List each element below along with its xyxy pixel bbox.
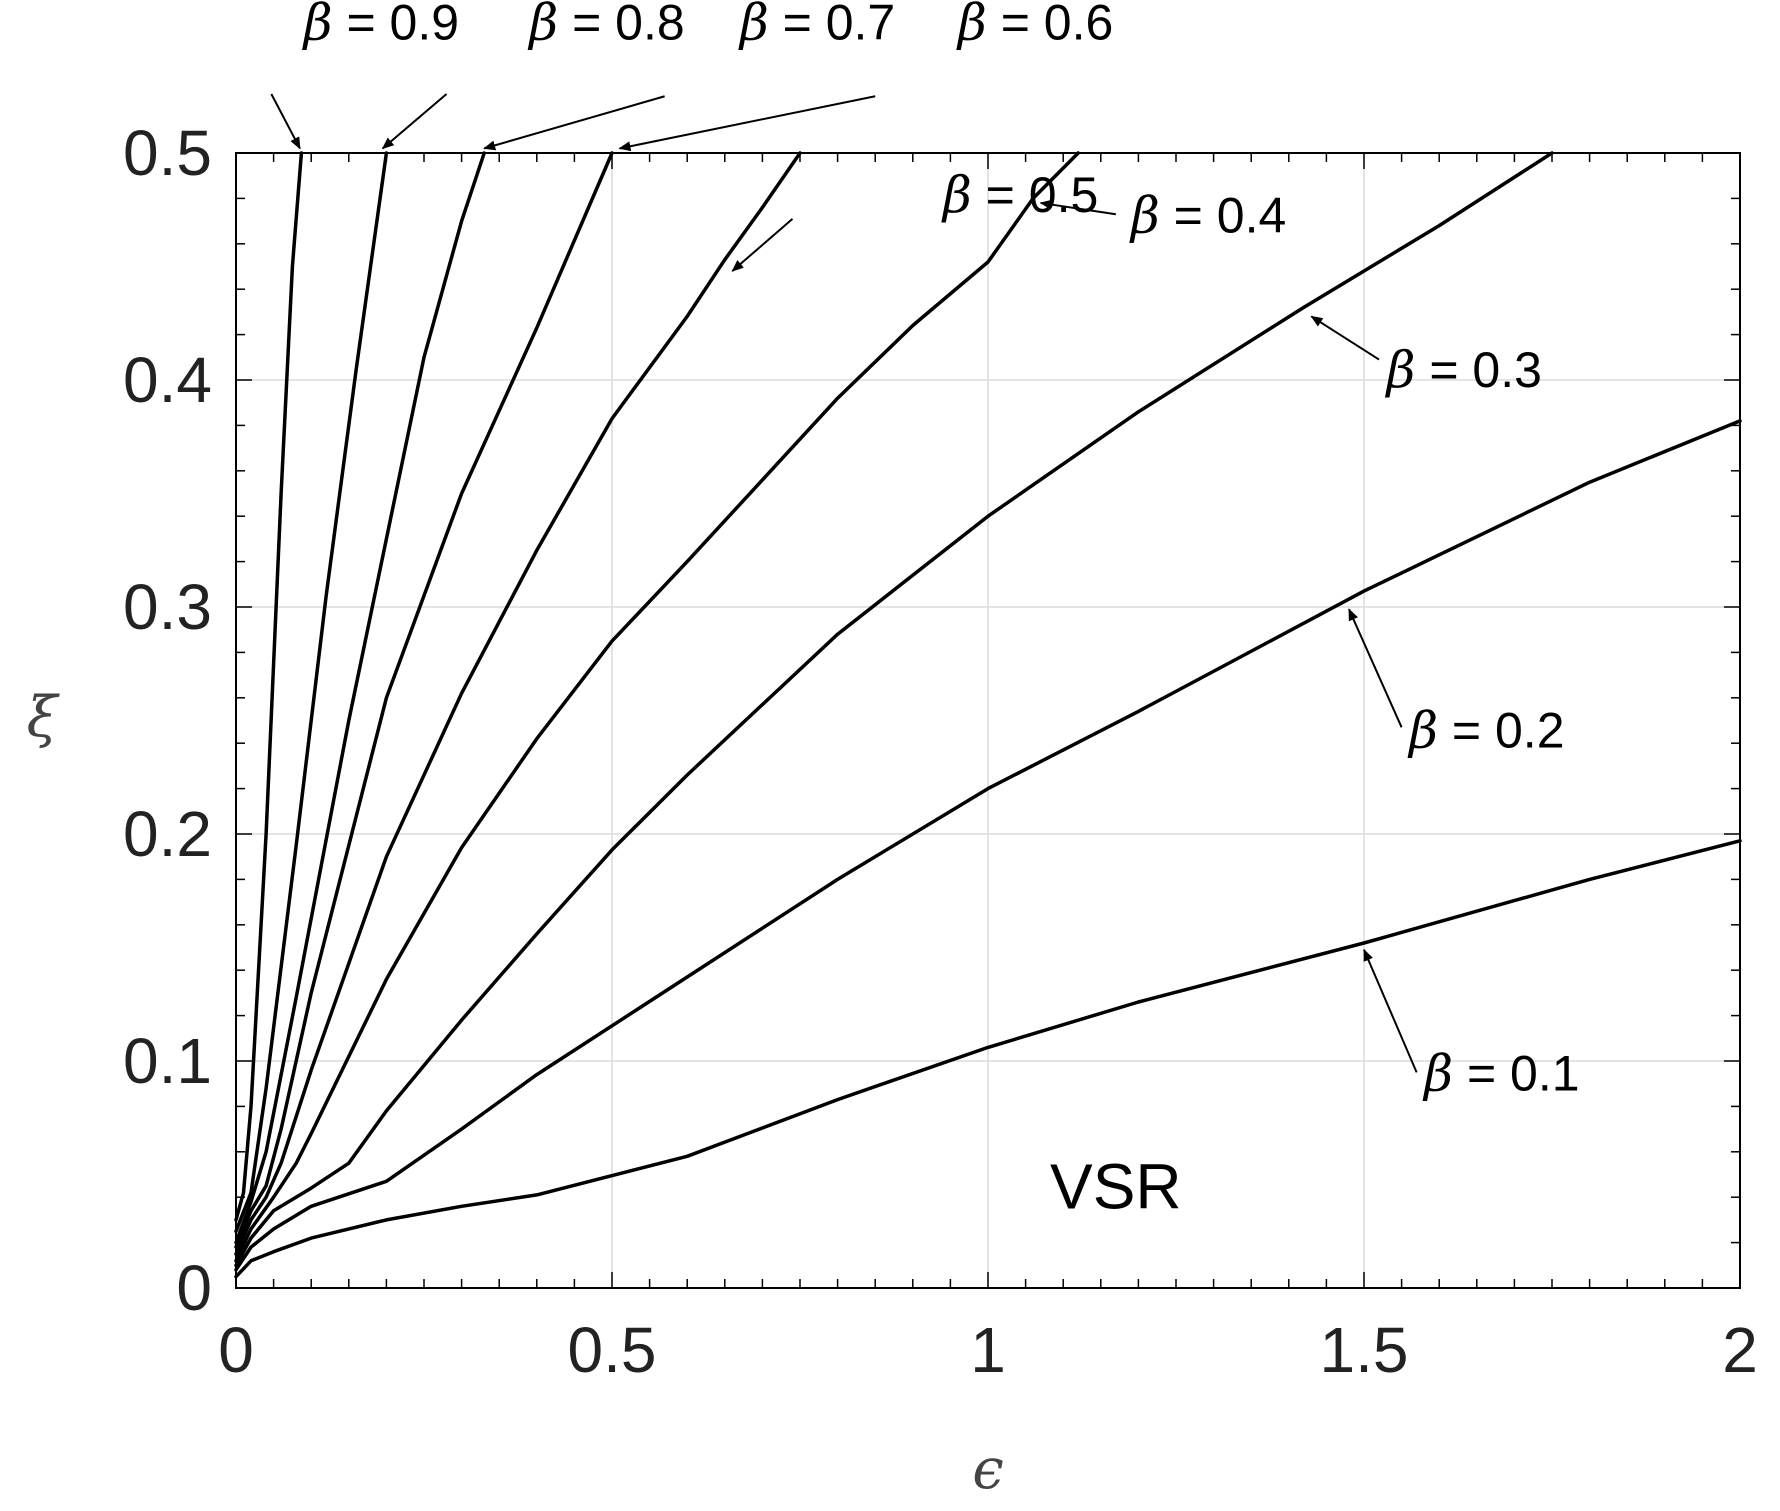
- annotation-arrow: [1039, 199, 1116, 216]
- beta-label: β = 0.4: [1129, 186, 1286, 244]
- series-lines: [234, 151, 1742, 1279]
- beta-label: β = 0.1: [1422, 1045, 1579, 1103]
- annotation-arrow: [270, 93, 301, 150]
- x-tick-label: 1.5: [1320, 1314, 1409, 1386]
- beta-labels: β = 0.9 β = 0.8 β = 0.7 β = 0.6 β = 0.5 β = 0…: [302, 0, 1580, 1103]
- x-tick-label: 0.5: [568, 1314, 657, 1386]
- beta-label: β = 0.9: [302, 0, 459, 52]
- minor-ticks: [235, 152, 1741, 1289]
- y-axis-label: ξ: [27, 686, 61, 751]
- beta-label: β = 0.2: [1407, 702, 1564, 760]
- region-annotation: VSR: [1050, 1151, 1182, 1223]
- y-tick-label: 0.2: [123, 798, 212, 870]
- x-tick-label: 0: [218, 1314, 254, 1386]
- y-tick-labels: 0 0.1 0.2 0.3 0.4 0.5: [123, 117, 212, 1324]
- y-tick-label: 0.4: [123, 344, 212, 416]
- annotation-arrows: [270, 93, 1418, 1073]
- annotation-arrow: [731, 218, 794, 272]
- beta-label: β = 0.3: [1385, 341, 1542, 399]
- series-line: [234, 151, 614, 1249]
- series-line: [234, 151, 1554, 1268]
- series-line: [234, 151, 1080, 1263]
- annotation-arrow: [483, 95, 665, 151]
- x-tick-label: 2: [1722, 1314, 1758, 1386]
- x-tick-label: 1: [970, 1314, 1006, 1386]
- series-line: [234, 151, 802, 1256]
- annotation-arrow: [1310, 315, 1380, 361]
- annotation-arrow: [618, 95, 876, 152]
- beta-label: β = 0.5: [941, 166, 1098, 224]
- annotation-arrow: [381, 93, 448, 150]
- series-line: [234, 151, 486, 1245]
- series-line: [234, 151, 389, 1234]
- beta-label: β = 0.8: [527, 0, 684, 52]
- x-tick-labels: 0 0.5 1 1.5 2: [218, 1314, 1758, 1386]
- annotation-arrow: [1348, 608, 1403, 728]
- series-line: [234, 419, 1742, 1272]
- annotation-arrow: [1363, 948, 1418, 1073]
- x-axis-label: ϵ: [972, 1437, 1003, 1502]
- series-line: [234, 839, 1742, 1279]
- beta-label: β = 0.7: [738, 0, 895, 52]
- series-line: [234, 151, 304, 1222]
- y-tick-label: 0.5: [123, 117, 212, 189]
- y-tick-label: 0.3: [123, 571, 212, 643]
- y-tick-label: 0.1: [123, 1025, 212, 1097]
- y-tick-label: 0: [176, 1252, 212, 1324]
- beta-label: β = 0.6: [956, 0, 1113, 52]
